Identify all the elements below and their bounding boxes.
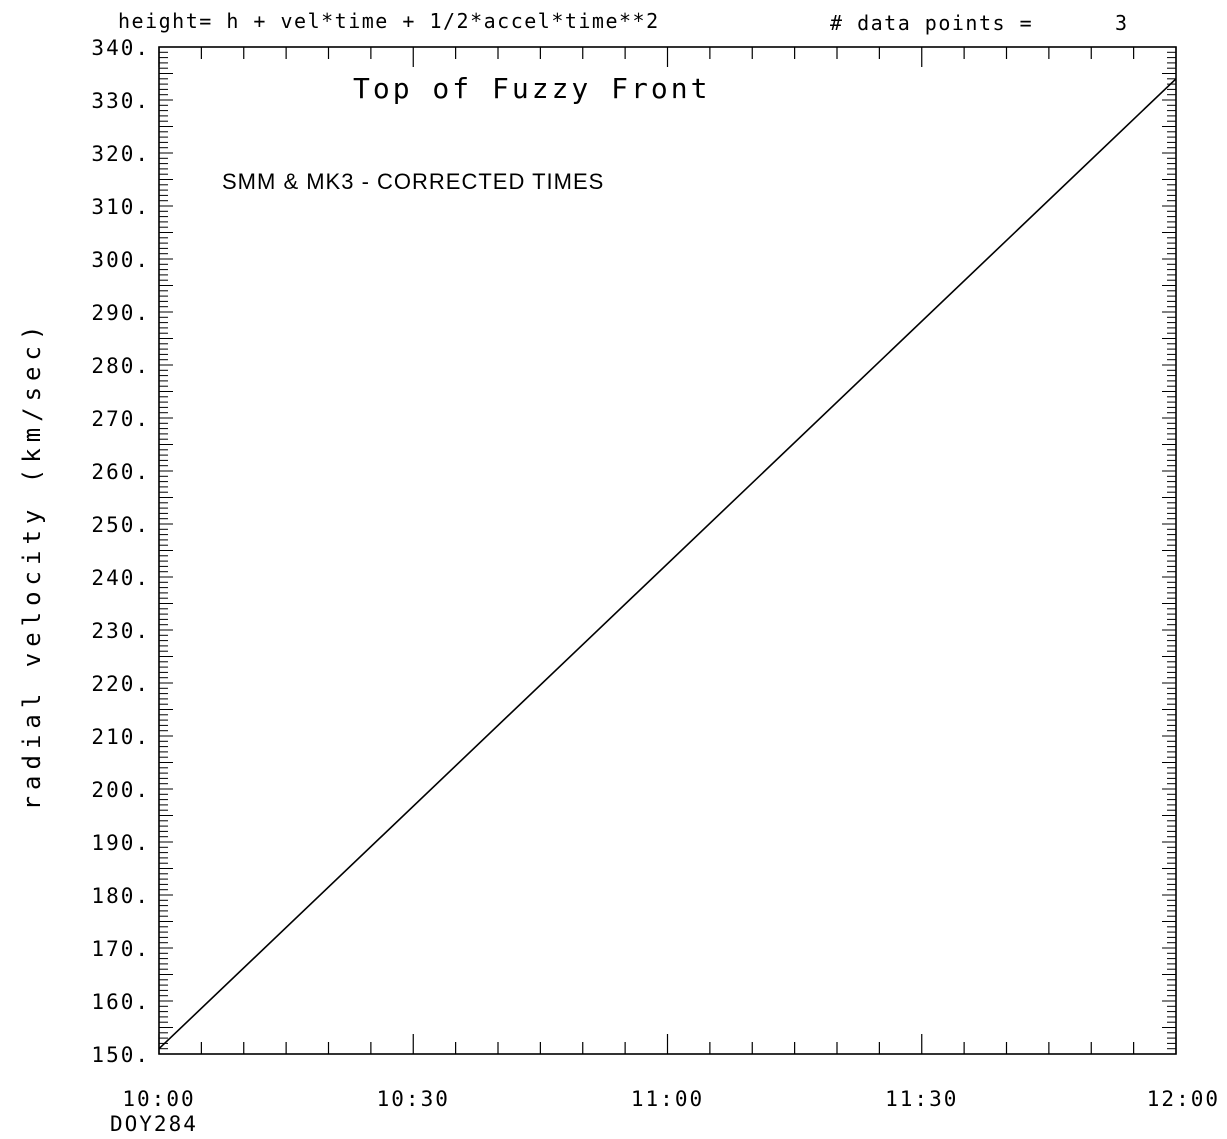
- y-tick-label: 160.: [91, 990, 150, 1014]
- x-tick-label: 12:00: [1147, 1087, 1220, 1111]
- y-tick-label: 190.: [91, 831, 150, 855]
- data-points-value: 3: [1115, 11, 1129, 35]
- x-tick-label: 10:30: [377, 1087, 450, 1111]
- series-layer: [159, 79, 1176, 1049]
- y-axis-label: radial velocity (km/sec): [18, 320, 46, 811]
- y-tick-label: 220.: [91, 672, 150, 696]
- formula-header: height= h + vel*time + 1/2*accel*time**2: [118, 9, 660, 33]
- y-tick-label: 180.: [91, 884, 150, 908]
- y-tick-label: 200.: [91, 778, 150, 802]
- y-axis-tick-labels: 150. 160. 170. 180. 190. 200. 210. 220. 230. 240.…: [91, 36, 150, 1067]
- data-points-label: # data points =: [830, 11, 1033, 35]
- y-tick-label: 300.: [91, 248, 150, 272]
- x-tick-label: 11:00: [631, 1087, 704, 1111]
- y-tick-label: 270.: [91, 407, 150, 431]
- y-tick-label: 290.: [91, 301, 150, 325]
- velocity-line: [159, 79, 1176, 1049]
- y-tick-label: 240.: [91, 566, 150, 590]
- y-tick-label: 210.: [91, 725, 150, 749]
- y-tick-label: 310.: [91, 195, 150, 219]
- y-tick-label: 250.: [91, 513, 150, 537]
- x-tick-label: 11:30: [885, 1087, 958, 1111]
- y-tick-label: 340.: [91, 36, 150, 60]
- x-tick-label: 10:00: [122, 1087, 195, 1111]
- chart-title: Top of Fuzzy Front: [353, 72, 710, 105]
- x-date-label: DOY284: [110, 1112, 198, 1136]
- y-tick-label: 150.: [91, 1043, 150, 1067]
- y-tick-label: 230.: [91, 619, 150, 643]
- chart-subtitle: SMM & MK3 - CORRECTED TIMES: [222, 169, 604, 194]
- y-tick-label: 260.: [91, 460, 150, 484]
- y-tick-label: 280.: [91, 354, 150, 378]
- y-tick-label: 320.: [91, 142, 150, 166]
- y-tick-label: 330.: [91, 89, 150, 113]
- x-axis-tick-labels: 10:00 10:30 11:00 11:30 12:00: [122, 1087, 1220, 1111]
- y-tick-label: 170.: [91, 937, 150, 961]
